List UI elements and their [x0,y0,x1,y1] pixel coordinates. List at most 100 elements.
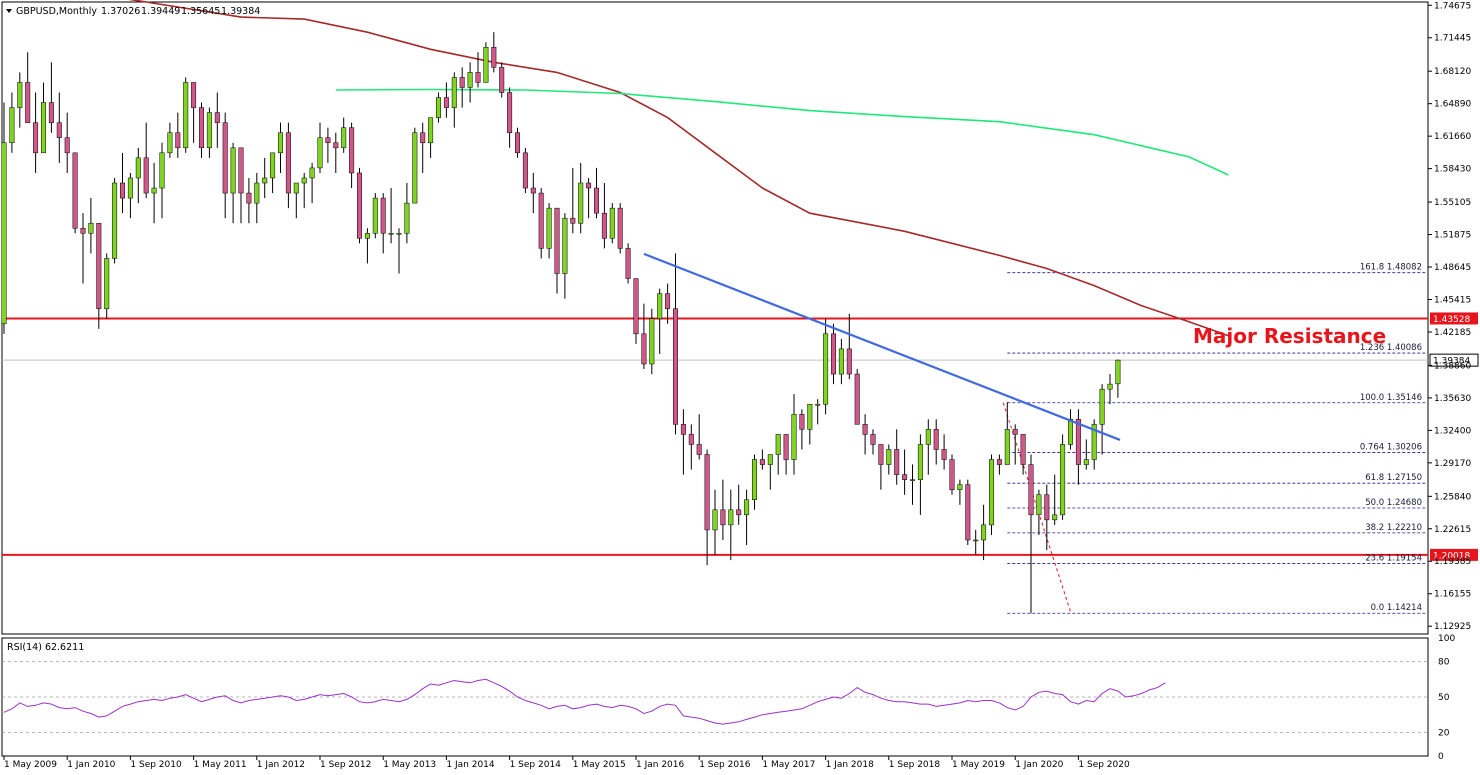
y-tick-label: 1.51875 [1434,231,1471,241]
candle-body [594,187,599,214]
candle-body [1004,429,1010,465]
candle-body [380,197,386,234]
candle-body [1060,444,1066,516]
candle-body [965,484,971,541]
candle-body [917,444,923,480]
candle-body [838,348,844,375]
trendline-group [643,252,1121,441]
candle-body [483,47,489,83]
candle-body [285,132,291,194]
candle-body [120,182,125,199]
dropdown-triangle-icon[interactable] [6,9,12,13]
candle-body [325,137,331,144]
x-tick-label: 1 Sep 2012 [320,760,371,770]
candle-body [783,434,789,460]
candle-body [791,414,797,460]
horizontal-levels: 1.39384 1.43528 1.20018 [2,312,1479,561]
candle-body [578,182,584,224]
candle-body [491,47,497,68]
horizontal-level-badge [1430,312,1478,325]
candle-body [96,222,102,309]
candle-body [1036,494,1042,516]
candle-body [467,72,473,88]
fib-level-label: 38.2 1.22210 [1365,523,1422,533]
last-price-badge [1429,353,1479,367]
candle-body [617,207,623,249]
moving-averages [128,0,1229,337]
y-tick-label: 1.12925 [1434,622,1471,632]
candle-body [404,202,410,234]
candle-body [1,142,7,325]
candle-body [1099,388,1105,425]
candle-body [1028,464,1034,516]
candle-body [1107,383,1113,390]
candle-body [112,182,118,259]
fib-level-label: 61.8 1.27150 [1365,473,1422,483]
candle-body [191,82,197,108]
x-tick-label: 1 May 2011 [194,760,247,770]
candle-body [515,132,520,154]
candle-body [546,207,552,249]
y-tick-label: 1.48645 [1434,263,1471,273]
candle-body [752,459,757,501]
candle-body [388,233,394,235]
candle-body [831,333,836,375]
candle-body [601,212,607,239]
rsi-level-label: 100 [1438,634,1455,644]
candle-body [996,459,1002,465]
x-axis: 1 May 2009 1 Jan 2010 1 Sep 2010 1 May 2011… [3,756,1130,770]
rsi-label: RSI(14) 62.6211 [7,642,84,653]
candle-body [238,147,244,194]
candle-body [846,348,852,375]
rsi-level-label: 0 [1438,752,1444,762]
candle-body [981,524,987,541]
header-close: 1.39384 [221,6,260,17]
candle-body [357,172,362,239]
candle-body [649,318,655,365]
rsi-level-label: 20 [1438,728,1450,738]
candle-body [333,142,339,149]
candle-body [396,233,402,235]
candle-body [254,182,260,204]
candle-body [175,132,181,149]
y-tick-label: 1.55105 [1434,198,1471,208]
x-tick-label: 1 Sep 2020 [1078,760,1130,770]
candle-body [1052,514,1058,521]
candle-body [925,429,931,445]
candle-body [673,308,678,425]
trendline [643,252,1121,441]
candle-body [862,424,868,435]
candle-body [910,479,915,481]
x-tick-label: 1 May 2013 [383,760,436,770]
candle-body [736,509,742,516]
x-tick-label: 1 May 2019 [952,760,1005,770]
candle-body [246,192,252,204]
candle-body [25,82,31,123]
candle-body [420,132,426,144]
candle-body [41,102,46,154]
candle-body [459,77,465,88]
candle-body [823,333,829,405]
candle-body [293,182,299,194]
rsi-level-label: 50 [1438,693,1450,703]
candle-body [183,82,189,149]
x-tick-label: 1 Jan 2014 [446,760,494,770]
candle-body [64,137,70,154]
candle-body [704,454,710,531]
candle-body [562,217,568,274]
candle-body [270,152,276,179]
candle-body [349,127,355,174]
candle-body [989,459,994,526]
x-tick-label: 1 Jan 2018 [826,760,874,770]
candle-body [712,509,718,531]
candle-body [412,132,418,204]
candle-body [799,414,805,430]
candle-body [230,147,236,194]
candle-body [870,434,876,445]
candle-body [554,207,560,274]
candle-body [317,137,323,169]
y-tick-label: 1.38860 [1434,361,1471,371]
moving-average-red [128,0,1229,337]
moving-average-green [335,88,1229,176]
